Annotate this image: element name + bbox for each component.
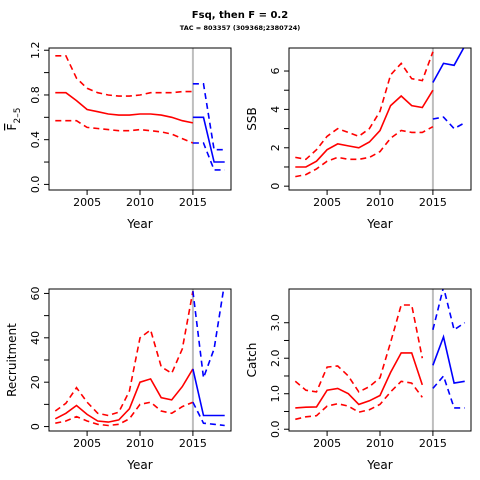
x-tick-label: 2015 (179, 196, 207, 209)
y-axis-label: Catch (245, 343, 259, 378)
x-tick-label: 2005 (313, 437, 341, 450)
catch-panel: 2005 2010 2015 Year 0.0 1.0 2.0 3.0 Catch (245, 288, 472, 472)
x-axis-label: Year (366, 217, 392, 231)
historical-median-line (54, 368, 194, 423)
f-panel: 2005 2010 2015 Year 0.0 0.4 0.8 1.2 F2–5 (5, 41, 232, 231)
projection-median-line (192, 368, 225, 417)
projection-lower-line (192, 401, 225, 427)
plot-frame (48, 288, 232, 432)
x-tick-label: 2010 (366, 437, 394, 450)
x-tick-label: 2010 (126, 196, 154, 209)
y-tick-label: 0.0 (29, 176, 42, 194)
projection-lower-line (432, 116, 466, 130)
historical-upper-line (295, 51, 434, 161)
projection-upper-line (192, 289, 225, 379)
y-tick-label: 0 (29, 423, 42, 430)
y-tick-label: 0 (269, 183, 282, 190)
y-tick-label: 0.4 (29, 131, 42, 149)
historical-median-line (295, 352, 424, 409)
series-group (295, 0, 466, 178)
historical-lower-line (55, 119, 194, 144)
x-tick-label: 2005 (73, 437, 101, 450)
x-tick-label: 2005 (73, 196, 101, 209)
y-tick-label: 3.0 (269, 314, 282, 332)
projection-lower-line (192, 142, 225, 171)
y-tick-label: 0.8 (29, 86, 42, 104)
projection-upper-line (192, 83, 225, 151)
x-axis-label: Year (366, 458, 392, 472)
y-tick-label: 1.0 (269, 385, 282, 403)
y-tick-label: 2 (269, 144, 282, 151)
y-tick-label: 1.2 (29, 41, 42, 59)
projection-upper-line (433, 0, 465, 33)
historical-lower-line (55, 401, 194, 427)
projection-lower-line (432, 374, 465, 409)
x-tick-label: 2015 (419, 196, 447, 209)
x-tick-label: 2015 (419, 437, 447, 450)
x-tick-label: 2005 (313, 196, 341, 209)
x-axis-label: Year (126, 217, 152, 231)
y-axis-label: SSB (245, 107, 259, 130)
projection-median-line (432, 334, 465, 385)
series-group (54, 289, 225, 427)
y-axis-label: Recruitment (5, 323, 19, 397)
projection-upper-line (432, 289, 466, 332)
figure-title: Fsq, then F = 0.2 (191, 10, 289, 21)
projection-median-line (192, 116, 225, 163)
y-tick-label: 4 (269, 106, 282, 113)
y-tick-label: 20 (29, 375, 42, 389)
historical-median-line (295, 89, 434, 168)
y-axis-label: F2–5 (5, 108, 23, 131)
y-tick-label: 2.0 (269, 349, 282, 367)
recruitment-panel: 2005 2010 2015 Year 0 20 40 60 Recruitment (5, 286, 232, 472)
y-tick-label: 40 (29, 331, 42, 345)
series-group (55, 54, 225, 171)
projection-median-line (432, 48, 465, 83)
y-tick-label: 0.0 (269, 420, 282, 438)
historical-upper-line (294, 304, 424, 393)
historical-lower-line (295, 380, 423, 421)
historical-upper-line (54, 291, 194, 417)
ssb-panel: 2005 2010 2015 Year 0 2 4 6 SSB (245, 0, 472, 231)
historical-upper-line (55, 54, 193, 97)
x-axis-label: Year (126, 458, 152, 472)
plot-frame (288, 288, 472, 432)
y-tick-label: 6 (269, 68, 282, 75)
figure-subtitle: TAC = 803357 (309368;2380724) (179, 24, 301, 32)
historical-median-line (55, 91, 194, 124)
historical-lower-line (295, 125, 434, 178)
x-tick-label: 2010 (366, 196, 394, 209)
x-tick-label: 2010 (126, 437, 154, 450)
y-tick-label: 60 (29, 286, 42, 300)
series-group (294, 289, 466, 421)
x-tick-label: 2015 (179, 437, 207, 450)
